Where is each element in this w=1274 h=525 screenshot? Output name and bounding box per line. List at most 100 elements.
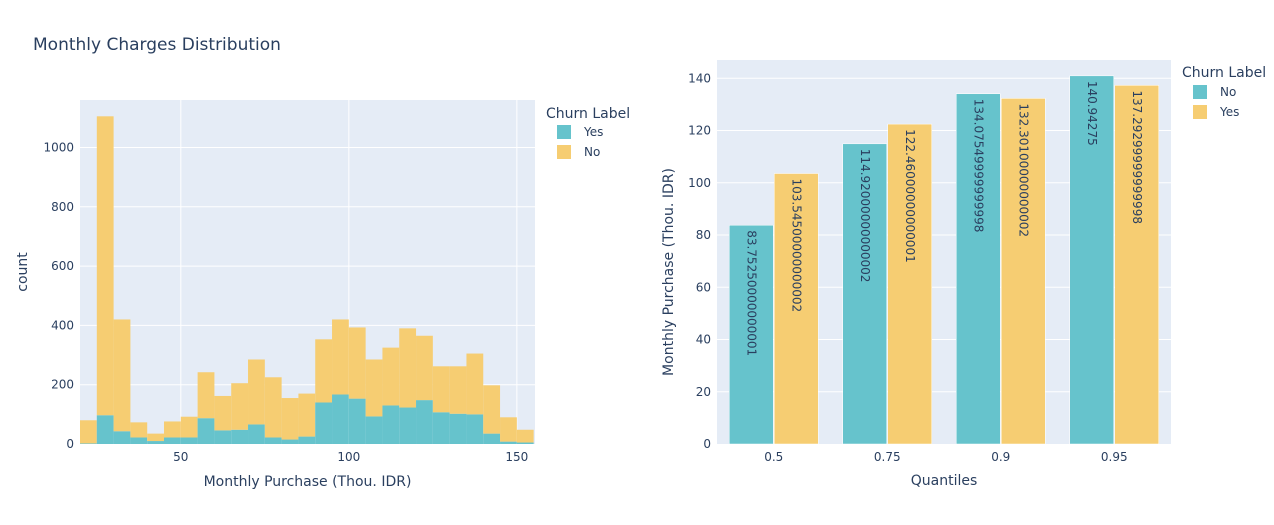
x-tick-label: 150 (505, 450, 528, 464)
legend-label: No (1220, 85, 1236, 99)
y-tick-label: 0 (66, 437, 74, 451)
x-tick-label: 0.9 (991, 450, 1010, 464)
y-tick-label: 0 (703, 437, 711, 451)
y-tick-label: 100 (688, 176, 711, 190)
histogram-bar-yes (298, 436, 316, 444)
x-tick-label: 0.5 (764, 450, 783, 464)
histogram-bar-no (214, 395, 232, 431)
histogram-bar-no (96, 116, 114, 416)
histogram-bar-no (264, 377, 282, 438)
histogram-bar-no (466, 353, 484, 415)
legend-swatch-yes (557, 125, 571, 139)
histogram-bar-no (332, 319, 349, 395)
y-tick-label: 200 (51, 378, 74, 392)
legend-title: Churn Label (1182, 65, 1266, 81)
histogram-bar-no (516, 429, 534, 443)
y-tick-label: 1000 (43, 140, 74, 154)
histogram-bar-yes (264, 437, 282, 444)
histogram-bar-no (399, 328, 417, 408)
histogram-bar-no (231, 383, 249, 430)
y-tick-label: 40 (696, 333, 711, 347)
y-axis-title: count (15, 252, 31, 292)
histogram-bar-yes (197, 418, 215, 444)
quantile-bar-yes (887, 123, 932, 445)
histogram-bar-no (382, 347, 400, 406)
histogram-bar-yes (315, 402, 333, 444)
histogram-bar-no (281, 398, 299, 440)
histogram-bar-yes (281, 439, 299, 444)
histogram-bar-yes (500, 441, 517, 444)
histogram-bar-no (164, 421, 181, 438)
histogram-bar-no (197, 372, 215, 419)
histogram-bar-yes (80, 443, 97, 444)
histogram-bar-no (449, 366, 467, 414)
histogram-bar-yes (96, 415, 114, 444)
y-tick-label: 20 (696, 385, 711, 399)
y-tick-label: 400 (51, 318, 74, 332)
legend-swatch-yes (1193, 105, 1207, 119)
histogram-bar-yes (348, 398, 366, 444)
histogram-bar-no (298, 393, 316, 437)
histogram-bar-no (432, 366, 450, 413)
histogram-bar-yes (516, 442, 534, 444)
x-tick-label: 100 (337, 450, 360, 464)
y-tick-label: 60 (696, 280, 711, 294)
bar-value-label: 114.92000000000002 (858, 149, 872, 283)
histogram-bar-yes (382, 405, 400, 444)
y-tick-label: 140 (688, 71, 711, 85)
histogram-bar-yes (180, 437, 198, 444)
bar-value-label: 122.46000000000001 (903, 129, 917, 263)
histogram-bar-no (348, 327, 366, 399)
chart-title: Monthly Charges Distribution (33, 35, 281, 55)
histogram-bar-no (500, 417, 517, 442)
histogram-bar-no (113, 319, 131, 432)
bar-value-label: 137.29299999999998 (1130, 90, 1144, 224)
bar-value-label: 83.75250000000001 (744, 230, 758, 356)
quantile-bar-yes (1114, 85, 1159, 445)
histogram-bar-no (315, 339, 333, 403)
x-tick-label: 50 (173, 450, 188, 464)
histogram-bar-no (248, 359, 265, 425)
legend-swatch-no (1193, 85, 1207, 99)
x-axis-title: Monthly Purchase (Thou. IDR) (204, 474, 412, 490)
x-tick-label: 0.95 (1101, 450, 1128, 464)
histogram-bar-yes (147, 441, 165, 444)
bar-value-label: 132.30100000000002 (1016, 103, 1030, 237)
histogram-bar-yes (483, 433, 501, 444)
histogram-bar-no (365, 359, 383, 417)
quantile-bar-no (956, 93, 1001, 445)
quantile-bar-no (842, 143, 887, 445)
y-axis-title: Monthly Purchase (Thou. IDR) (661, 168, 677, 376)
quantile-bar-no (729, 224, 774, 445)
legend-label: Yes (1219, 105, 1239, 119)
histogram-bar-yes (231, 429, 249, 444)
bar-value-label: 140.94275 (1085, 81, 1099, 146)
legend-label: No (584, 145, 600, 159)
bar-value-label: 134.07549999999998 (971, 99, 985, 233)
histogram-bar-yes (466, 414, 484, 444)
x-axis-title: Quantiles (911, 473, 978, 489)
histogram-bar-no (147, 433, 165, 442)
y-tick-label: 120 (688, 124, 711, 138)
histogram-bar-yes (449, 413, 467, 444)
histogram-bar-yes (248, 424, 265, 444)
quantile-bar-no (1069, 75, 1114, 445)
y-tick-label: 800 (51, 200, 74, 214)
quantile-bar-yes (774, 173, 819, 445)
histogram-bar-no (483, 385, 501, 434)
quantile-bar-yes (1001, 98, 1046, 445)
x-tick-label: 0.75 (874, 450, 901, 464)
histogram-bar-no (130, 422, 148, 438)
histogram-bar-yes (113, 431, 131, 444)
histogram-bar-yes (365, 416, 383, 444)
histogram-bar-yes (416, 400, 433, 444)
histogram-bar-yes (332, 394, 349, 444)
histogram-bar-yes (130, 437, 148, 444)
histogram-bar-no (80, 420, 97, 444)
histogram-bar-no (416, 335, 433, 401)
bar-value-label: 103.54500000000002 (789, 179, 803, 313)
legend-swatch-no (557, 145, 571, 159)
legend-title: Churn Label (546, 106, 630, 122)
